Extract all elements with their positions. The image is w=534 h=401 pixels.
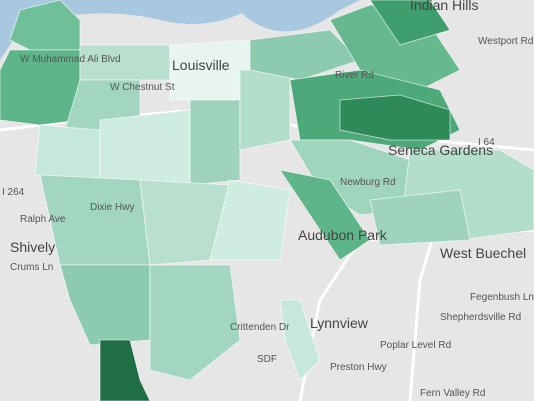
road-label: W Muhammad Ali Blvd [20,54,121,65]
road-label: I 264 [2,187,25,198]
place-label: Seneca Gardens [388,142,493,158]
road-label: Ralph Ave [20,214,66,225]
place-label: Indian Hills [410,0,478,13]
zone [369,0,451,46]
road-label: Shepherdsville Rd [440,312,521,323]
road-label: I 64 [478,137,495,148]
road-label: Fern Valley Rd [420,388,485,399]
road-label: Newburg Rd [340,177,396,188]
road-label: Preston Hwy [330,362,387,373]
road-label: Fegenbush Ln [470,292,534,303]
road-label: W Chestnut St [110,82,175,93]
zone [149,264,241,381]
road-label: Westport Rd [478,36,533,47]
river [230,0,360,32]
place-label: West Buechel [440,245,526,261]
zone [239,69,291,151]
place-label: Louisville [172,57,230,73]
road-label: Crums Ln [10,262,53,273]
zone [279,169,371,261]
zone [339,94,451,141]
road-label: Poplar Level Rd [380,340,451,351]
zone [99,339,151,401]
place-label: SDF [257,354,277,365]
zone [209,179,291,261]
road-label: Dixie Hwy [90,202,134,213]
zone [34,124,101,181]
zone [249,29,361,81]
zone [369,189,471,246]
road-label: River Rd [335,70,374,81]
place-label: Shively [10,239,55,255]
place-label: Lynnview [310,315,369,331]
zone [279,299,321,381]
zone [99,109,191,186]
zone [189,99,241,186]
road-label: Crittenden Dr [230,322,290,333]
place-label: Audubon Park [298,227,388,243]
